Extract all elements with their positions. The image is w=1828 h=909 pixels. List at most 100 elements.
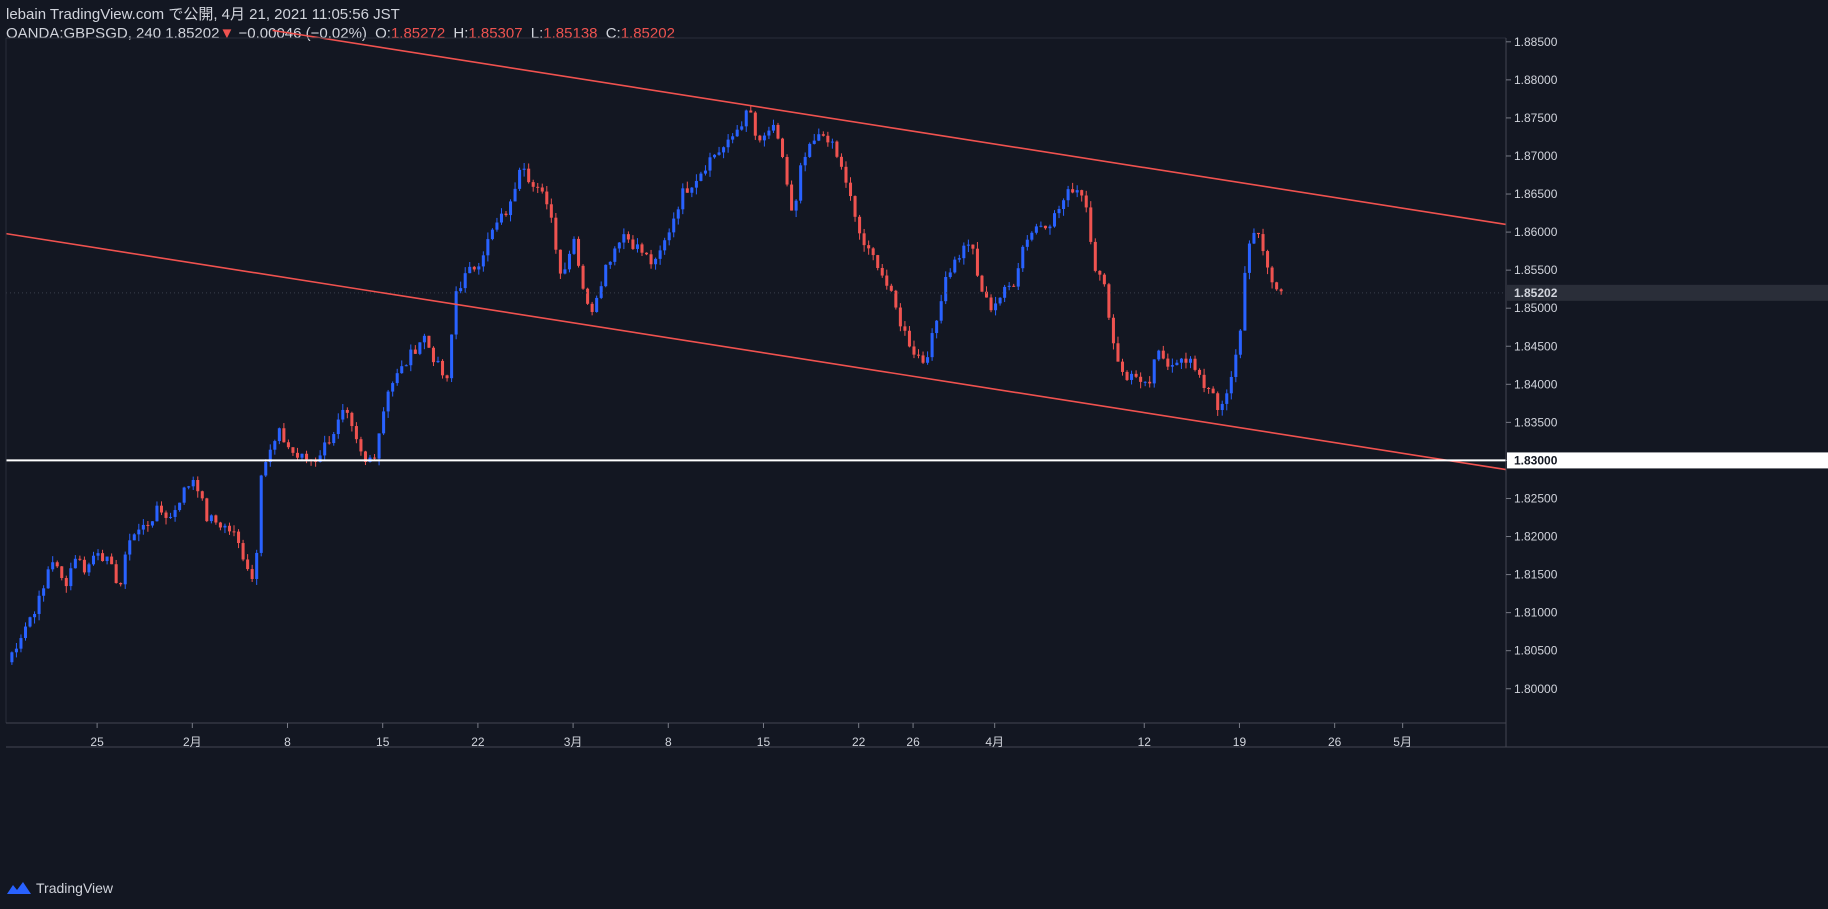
candle (1130, 370, 1134, 385)
candle-body (1247, 243, 1251, 273)
candle-body (1216, 393, 1220, 411)
candle (572, 236, 576, 255)
candle (1234, 349, 1238, 383)
candle-body (885, 275, 889, 286)
candle (28, 616, 32, 628)
candle (1080, 189, 1084, 202)
candle-body (1012, 285, 1016, 287)
candle (527, 163, 531, 184)
candle-body (178, 502, 182, 511)
candle (19, 634, 23, 653)
candle (1170, 358, 1174, 373)
candle-body (128, 540, 132, 555)
candle (1139, 372, 1143, 389)
candle-body (418, 342, 422, 354)
candle (209, 514, 213, 524)
tradingview-logo-icon (7, 882, 31, 894)
candle-body (1252, 232, 1256, 244)
candle-body (577, 238, 581, 266)
candle (994, 296, 998, 316)
candle (926, 351, 930, 365)
candle-body (685, 188, 689, 193)
candle-body (37, 595, 41, 614)
lower-channel-trendline[interactable] (5, 232, 1507, 471)
time-tick-label: 22 (852, 735, 866, 749)
candle (1184, 352, 1188, 369)
candle-body (794, 200, 798, 211)
candle-body (359, 439, 363, 452)
candle (37, 590, 41, 621)
candle (567, 250, 571, 273)
candle (1188, 356, 1193, 369)
candle-body (799, 165, 803, 201)
candle (749, 105, 753, 113)
candle (363, 450, 367, 466)
candle-body (468, 266, 472, 274)
candle-body (853, 196, 857, 217)
time-tick-label: 19 (1233, 735, 1247, 749)
candle (427, 335, 431, 348)
candle-body (51, 562, 55, 570)
candle-body (926, 357, 930, 363)
candle-body (1107, 284, 1111, 318)
candle-body (150, 521, 154, 526)
candle-body (1098, 270, 1102, 275)
candle-body (1179, 358, 1183, 363)
candle (880, 264, 884, 278)
candle (1216, 391, 1220, 416)
candle-body (776, 124, 780, 139)
candle (817, 128, 821, 142)
candle-body (1166, 358, 1170, 367)
candle-body (1238, 330, 1242, 355)
candle-body (740, 126, 744, 130)
candle-body (1093, 241, 1097, 271)
horizontal-level-label-background (1507, 452, 1828, 469)
candle-body (1234, 354, 1238, 377)
candle-body (1052, 213, 1057, 227)
candle (128, 533, 132, 561)
candle (69, 562, 73, 591)
candle-body (617, 242, 621, 249)
candle (1102, 273, 1106, 287)
candle-body (839, 156, 843, 167)
candle-body (604, 264, 608, 287)
candle (332, 431, 336, 446)
candle-body (1148, 381, 1152, 384)
footer-brand[interactable]: TradingView (6, 880, 113, 896)
candle-body (486, 239, 490, 256)
candle (509, 199, 513, 222)
candle-body (119, 583, 123, 585)
candle (237, 529, 241, 549)
candle-body (862, 233, 866, 246)
candle (586, 287, 590, 305)
candle-body (409, 349, 413, 366)
candle (545, 185, 549, 210)
candle (781, 137, 785, 159)
candle (350, 411, 354, 432)
candle (1075, 185, 1079, 198)
candle-body (187, 486, 191, 488)
candle (726, 134, 730, 153)
candle (1039, 221, 1043, 228)
upper-channel-trendline[interactable] (272, 29, 1507, 226)
candle-body (1075, 190, 1079, 193)
candle (608, 261, 612, 269)
candle (1084, 190, 1088, 213)
candle (481, 251, 485, 272)
drawings-layer[interactable] (5, 29, 1507, 471)
candle-body (527, 168, 531, 183)
candle-body (155, 505, 159, 522)
candle-body (19, 638, 23, 649)
candle (939, 294, 943, 324)
candle-body (1066, 189, 1070, 201)
candle-body (205, 498, 209, 522)
candle-body (1125, 371, 1129, 380)
candle-body (101, 553, 105, 562)
candle (214, 514, 218, 525)
candle-body (1256, 232, 1261, 235)
time-tick-label: 25 (90, 735, 104, 749)
candle (1152, 359, 1156, 388)
candle (314, 457, 318, 467)
candle (164, 510, 168, 525)
